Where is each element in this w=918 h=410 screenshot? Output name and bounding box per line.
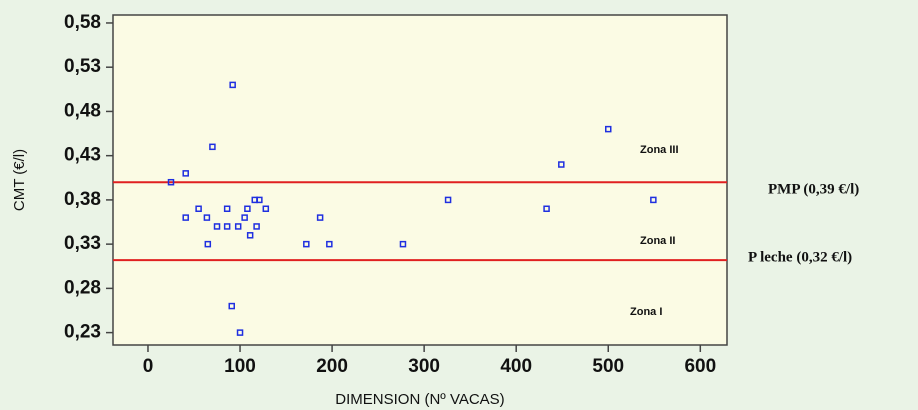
point bbox=[182, 214, 189, 221]
point bbox=[253, 223, 260, 230]
point bbox=[543, 205, 550, 213]
y-tick-label: 0,48 bbox=[64, 100, 101, 121]
point bbox=[262, 205, 270, 213]
x-tick-label: 0 bbox=[143, 356, 154, 377]
annotation: Zona III bbox=[640, 144, 679, 156]
point bbox=[203, 214, 211, 221]
annotation: PMP (0,39 €/l) bbox=[768, 181, 859, 197]
y-tick-label: 0,33 bbox=[64, 233, 101, 254]
y-tick-label: 0,23 bbox=[64, 322, 101, 343]
y-tick-label: 0,58 bbox=[64, 12, 101, 33]
plot-area bbox=[112, 14, 728, 346]
annotation: P leche (0,32 €/l) bbox=[748, 249, 852, 265]
annotation: Zona II bbox=[640, 235, 675, 247]
point bbox=[167, 178, 175, 186]
point bbox=[558, 161, 565, 168]
y-axis-label: CMT (€/l) bbox=[11, 149, 28, 211]
y-tick-label: 0,43 bbox=[64, 145, 101, 166]
point bbox=[223, 223, 231, 230]
x-tick-label: 100 bbox=[224, 356, 256, 377]
x-tick-label: 400 bbox=[500, 356, 532, 377]
point bbox=[223, 205, 231, 213]
point bbox=[605, 125, 612, 133]
point bbox=[399, 240, 407, 248]
point bbox=[213, 223, 221, 230]
point bbox=[241, 214, 248, 221]
point bbox=[244, 205, 251, 213]
point bbox=[195, 205, 202, 213]
x-tick-label: 500 bbox=[592, 356, 624, 377]
point bbox=[444, 196, 452, 204]
point bbox=[229, 81, 236, 89]
x-tick-label: 200 bbox=[316, 356, 348, 377]
point bbox=[182, 170, 189, 177]
x-axis-label: DIMENSION (Nº VACAS) bbox=[335, 391, 504, 408]
point bbox=[246, 232, 254, 239]
x-tick-label: 600 bbox=[684, 356, 716, 377]
point bbox=[316, 214, 324, 221]
x-tick-label: 300 bbox=[408, 356, 440, 377]
y-tick-label: 0,28 bbox=[64, 277, 101, 298]
point bbox=[228, 302, 235, 310]
y-tick-label: 0,38 bbox=[64, 189, 101, 210]
point bbox=[326, 240, 333, 248]
point bbox=[650, 196, 657, 204]
point bbox=[204, 240, 212, 248]
point bbox=[236, 329, 244, 336]
point bbox=[256, 196, 263, 204]
annotation: Zona I bbox=[630, 306, 662, 318]
point bbox=[234, 223, 242, 230]
point bbox=[209, 143, 216, 151]
y-tick-label: 0,53 bbox=[64, 56, 101, 77]
point bbox=[303, 240, 310, 248]
